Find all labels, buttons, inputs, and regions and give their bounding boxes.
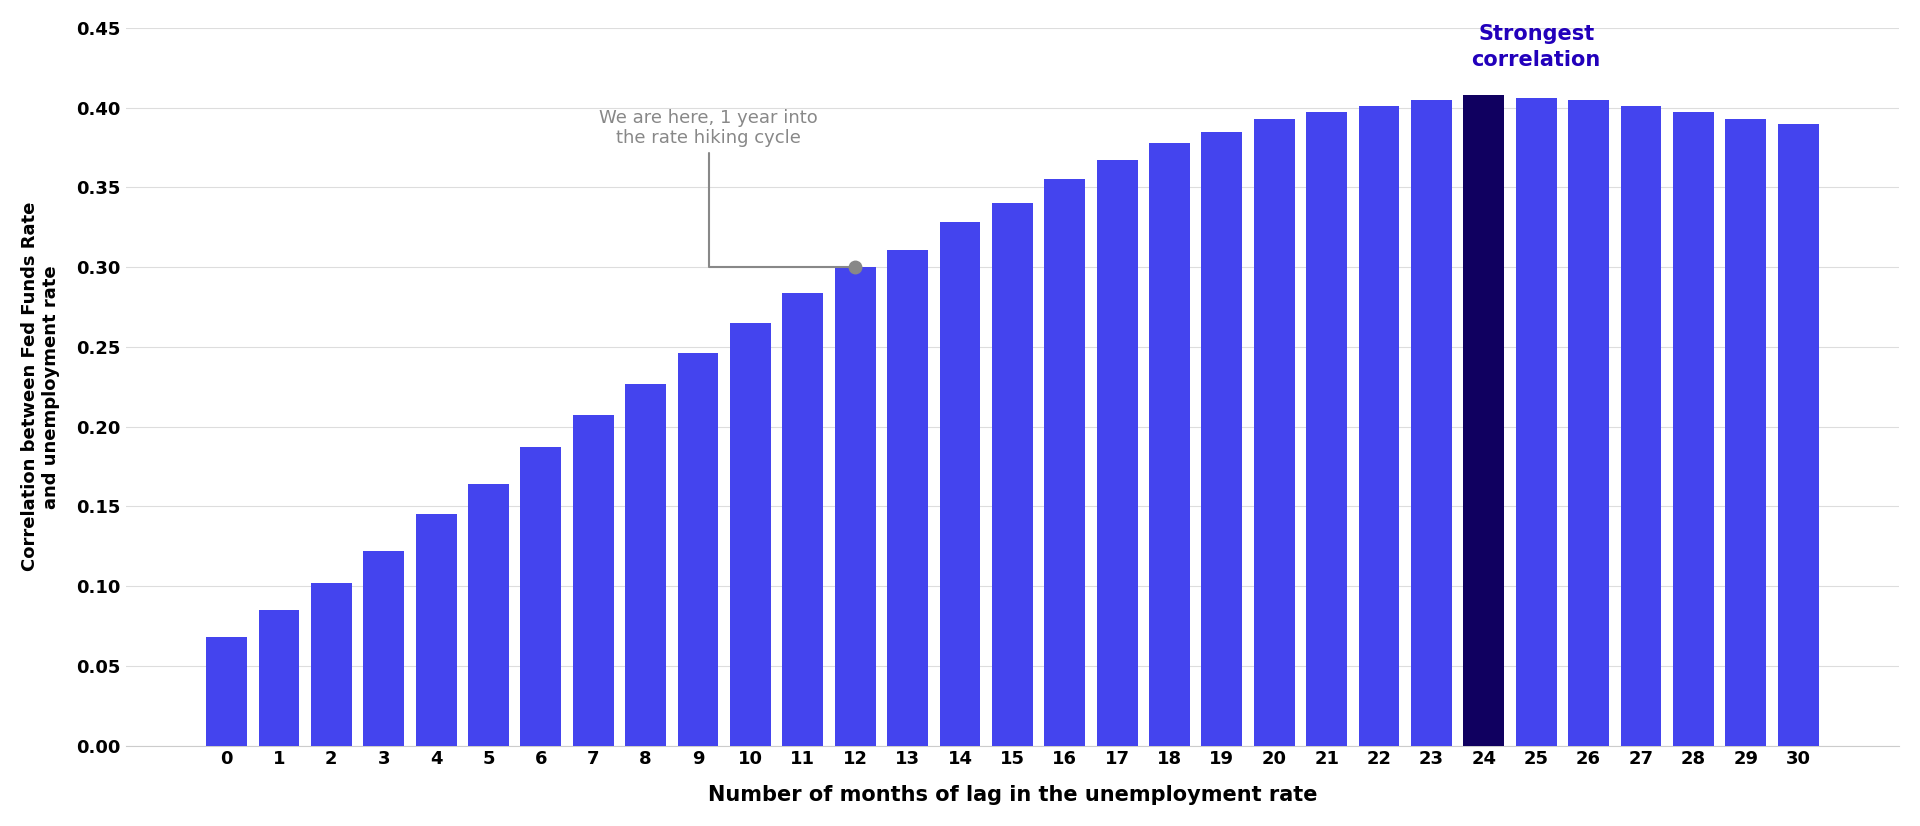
Bar [781, 292, 824, 746]
Bar [417, 515, 457, 746]
Y-axis label: Correlation between Fed Funds Rate
and unemployment rate: Correlation between Fed Funds Rate and u… [21, 202, 60, 572]
Bar [311, 583, 351, 746]
Bar [1778, 124, 1818, 746]
Bar [1463, 95, 1503, 746]
Bar [1202, 131, 1242, 746]
Bar [1569, 100, 1609, 746]
Bar [205, 637, 248, 746]
Bar [1672, 112, 1715, 746]
Bar [939, 222, 981, 746]
Bar [1096, 160, 1137, 746]
Bar [1359, 106, 1400, 746]
Bar [1044, 179, 1085, 746]
Bar [1148, 143, 1190, 746]
Bar [572, 415, 614, 746]
Text: We are here, 1 year into
the rate hiking cycle: We are here, 1 year into the rate hiking… [599, 109, 852, 267]
Bar [468, 484, 509, 746]
Bar [835, 267, 876, 746]
X-axis label: Number of months of lag in the unemployment rate: Number of months of lag in the unemploym… [708, 786, 1317, 805]
Bar [363, 551, 405, 746]
Bar [259, 610, 300, 746]
Bar [1726, 119, 1766, 746]
Bar [678, 354, 718, 746]
Bar [730, 323, 770, 746]
Bar [626, 383, 666, 746]
Bar [1411, 100, 1452, 746]
Bar [1515, 98, 1557, 746]
Bar [520, 448, 561, 746]
Text: Strongest
correlation: Strongest correlation [1471, 24, 1601, 70]
Bar [887, 249, 927, 746]
Bar [1306, 112, 1348, 746]
Bar [1254, 119, 1294, 746]
Bar [1620, 106, 1661, 746]
Bar [993, 203, 1033, 746]
